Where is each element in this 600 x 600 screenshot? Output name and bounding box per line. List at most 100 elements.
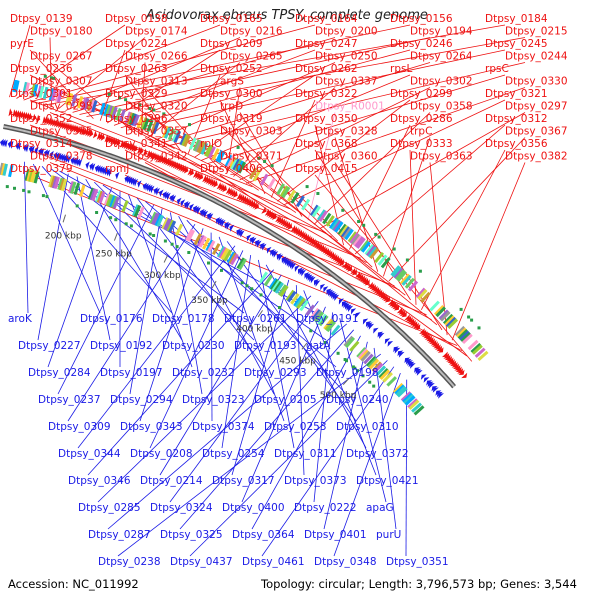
forward-gene-arrow[interactable] xyxy=(405,315,412,322)
forward-gene-arrow[interactable] xyxy=(373,287,380,294)
forward-gene-label[interactable]: Dtpsy_0286 xyxy=(390,113,453,125)
forward-gene-arrow[interactable] xyxy=(28,112,33,121)
forward-gene-arrow[interactable] xyxy=(423,332,430,339)
reverse-gene-label[interactable]: Dtpsy_0400 xyxy=(222,502,285,514)
forward-gene-arrow[interactable] xyxy=(287,222,293,230)
forward-gene-arrow[interactable] xyxy=(377,289,383,296)
forward-gene-arrow[interactable] xyxy=(198,173,204,181)
forward-gene-arrow[interactable] xyxy=(434,344,441,350)
forward-gene-arrow[interactable] xyxy=(152,152,157,160)
forward-gene-label[interactable]: Dtpsy_0379 xyxy=(10,163,73,175)
forward-gene-arrow[interactable] xyxy=(96,132,102,140)
reverse-gene-label[interactable]: Dtpsy_0344 xyxy=(58,448,121,460)
reverse-gene-label[interactable]: Dtpsy_0324 xyxy=(150,502,213,514)
reverse-gene-label[interactable]: Dtpsy_0214 xyxy=(140,475,203,487)
reverse-gene-arrow[interactable] xyxy=(189,203,194,211)
forward-gene-label[interactable]: Dtpsy_0406 xyxy=(200,163,263,175)
forward-gene-arrow[interactable] xyxy=(381,293,387,300)
forward-gene-arrow[interactable] xyxy=(383,295,389,302)
reverse-gene-arrow[interactable] xyxy=(239,230,245,238)
forward-gene-label[interactable]: Dtpsy_0194 xyxy=(410,26,473,38)
reverse-gene-arrow[interactable] xyxy=(203,210,209,218)
forward-gene-label[interactable]: Dtpsy_0302 xyxy=(410,76,473,88)
reverse-gene-arrow[interactable] xyxy=(368,323,375,330)
reverse-gene-arrow[interactable] xyxy=(343,302,349,309)
forward-gene-arrow[interactable] xyxy=(32,113,37,122)
forward-gene-arrow[interactable] xyxy=(398,308,404,315)
forward-gene-arrow[interactable] xyxy=(337,257,343,265)
forward-gene-arrow[interactable] xyxy=(355,271,360,278)
forward-gene-label[interactable]: Dtpsy_0371 xyxy=(220,151,283,163)
reverse-gene-label[interactable]: Dtpsy_0309 xyxy=(48,421,111,433)
forward-gene-arrow[interactable] xyxy=(18,110,23,119)
forward-gene-label[interactable]: Dtpsy_0267 xyxy=(30,51,93,63)
forward-gene-label[interactable]: trpD xyxy=(220,101,243,113)
reverse-gene-arrow[interactable] xyxy=(226,222,231,230)
forward-gene-label[interactable]: Dtpsy_0298 xyxy=(30,101,93,113)
forward-gene-arrow[interactable] xyxy=(121,140,127,149)
forward-gene-arrow[interactable] xyxy=(378,291,384,298)
forward-gene-label[interactable]: trpC xyxy=(410,126,432,138)
forward-gene-arrow[interactable] xyxy=(356,272,362,280)
forward-gene-arrow[interactable] xyxy=(330,253,336,260)
reverse-gene-arrow[interactable] xyxy=(246,234,252,242)
forward-gene-arrow[interactable] xyxy=(110,136,115,145)
forward-gene-label[interactable]: Dtpsy_0184 xyxy=(485,13,548,25)
reverse-gene-label[interactable]: Dtpsy_0191 xyxy=(296,313,359,325)
reverse-gene-arrow[interactable] xyxy=(1,139,6,147)
reverse-gene-arrow[interactable] xyxy=(278,254,284,261)
reverse-gene-arrow[interactable] xyxy=(150,185,155,194)
forward-gene-label[interactable]: Dtpsy_0350 xyxy=(295,113,358,125)
forward-gene-arrow[interactable] xyxy=(123,141,129,149)
reverse-gene-label[interactable]: gatA xyxy=(306,340,331,352)
forward-gene-label[interactable]: Dtpsy_0360 xyxy=(315,151,378,163)
forward-gene-arrow[interactable] xyxy=(69,123,74,132)
forward-gene-arrow[interactable] xyxy=(92,130,98,139)
forward-gene-arrow[interactable] xyxy=(389,300,395,307)
reverse-gene-arrow[interactable] xyxy=(408,361,415,368)
reverse-gene-arrow[interactable] xyxy=(341,300,347,308)
reverse-gene-label[interactable]: Dtpsy_0230 xyxy=(162,340,225,352)
reverse-gene-arrow[interactable] xyxy=(9,140,14,149)
forward-gene-label[interactable]: Dtpsy_0356 xyxy=(485,138,548,150)
forward-gene-arrow[interactable] xyxy=(442,351,448,358)
forward-gene-arrow[interactable] xyxy=(422,331,428,337)
forward-gene-arrow[interactable] xyxy=(334,255,339,262)
forward-gene-label[interactable]: Dtpsy_0139 xyxy=(10,13,73,25)
reverse-gene-label[interactable]: Dtpsy_0325 xyxy=(160,529,223,541)
forward-gene-label[interactable]: Dtpsy_0247 xyxy=(295,38,358,50)
reverse-gene-arrow[interactable] xyxy=(34,146,39,155)
reverse-gene-label[interactable]: Dtpsy_0310 xyxy=(336,421,399,433)
forward-gene-arrow[interactable] xyxy=(271,213,277,220)
forward-gene-label[interactable]: Dtpsy_0363 xyxy=(410,151,473,163)
reverse-gene-arrow[interactable] xyxy=(137,180,142,188)
reverse-gene-label[interactable]: Dtpsy_0343 xyxy=(120,421,183,433)
forward-gene-arrow[interactable] xyxy=(65,122,70,131)
forward-gene-arrow[interactable] xyxy=(359,275,365,282)
reverse-gene-arrow[interactable] xyxy=(107,169,113,177)
reverse-gene-arrow[interactable] xyxy=(331,292,337,299)
forward-gene-label[interactable]: Dtpsy_0164 xyxy=(295,13,358,25)
reverse-gene-label[interactable]: Dtpsy_0372 xyxy=(346,448,409,460)
forward-gene-arrow[interactable] xyxy=(414,324,421,330)
forward-gene-arrow[interactable] xyxy=(148,150,153,159)
forward-gene-arrow[interactable] xyxy=(411,321,418,327)
reverse-gene-arrow[interactable] xyxy=(310,276,316,284)
forward-gene-arrow[interactable] xyxy=(89,129,94,138)
forward-gene-arrow[interactable] xyxy=(57,120,62,129)
forward-gene-label[interactable]: Dtpsy_0246 xyxy=(390,38,453,50)
forward-gene-arrow[interactable] xyxy=(413,322,419,329)
forward-gene-arrow[interactable] xyxy=(150,151,155,160)
forward-gene-arrow[interactable] xyxy=(46,117,51,125)
forward-gene-arrow[interactable] xyxy=(424,334,431,340)
forward-gene-arrow[interactable] xyxy=(338,259,344,266)
forward-gene-arrow[interactable] xyxy=(61,121,66,130)
forward-gene-arrow[interactable] xyxy=(131,144,136,152)
forward-gene-arrow[interactable] xyxy=(22,111,27,120)
forward-gene-label[interactable]: Dtpsy_0367 xyxy=(505,126,568,138)
forward-gene-label[interactable]: Dtpsy_0314 xyxy=(10,138,73,150)
forward-gene-arrow[interactable] xyxy=(59,120,64,129)
reverse-gene-label[interactable]: Dtpsy_0294 xyxy=(110,394,173,406)
forward-gene-arrow[interactable] xyxy=(358,274,364,281)
forward-gene-arrow[interactable] xyxy=(327,250,333,258)
